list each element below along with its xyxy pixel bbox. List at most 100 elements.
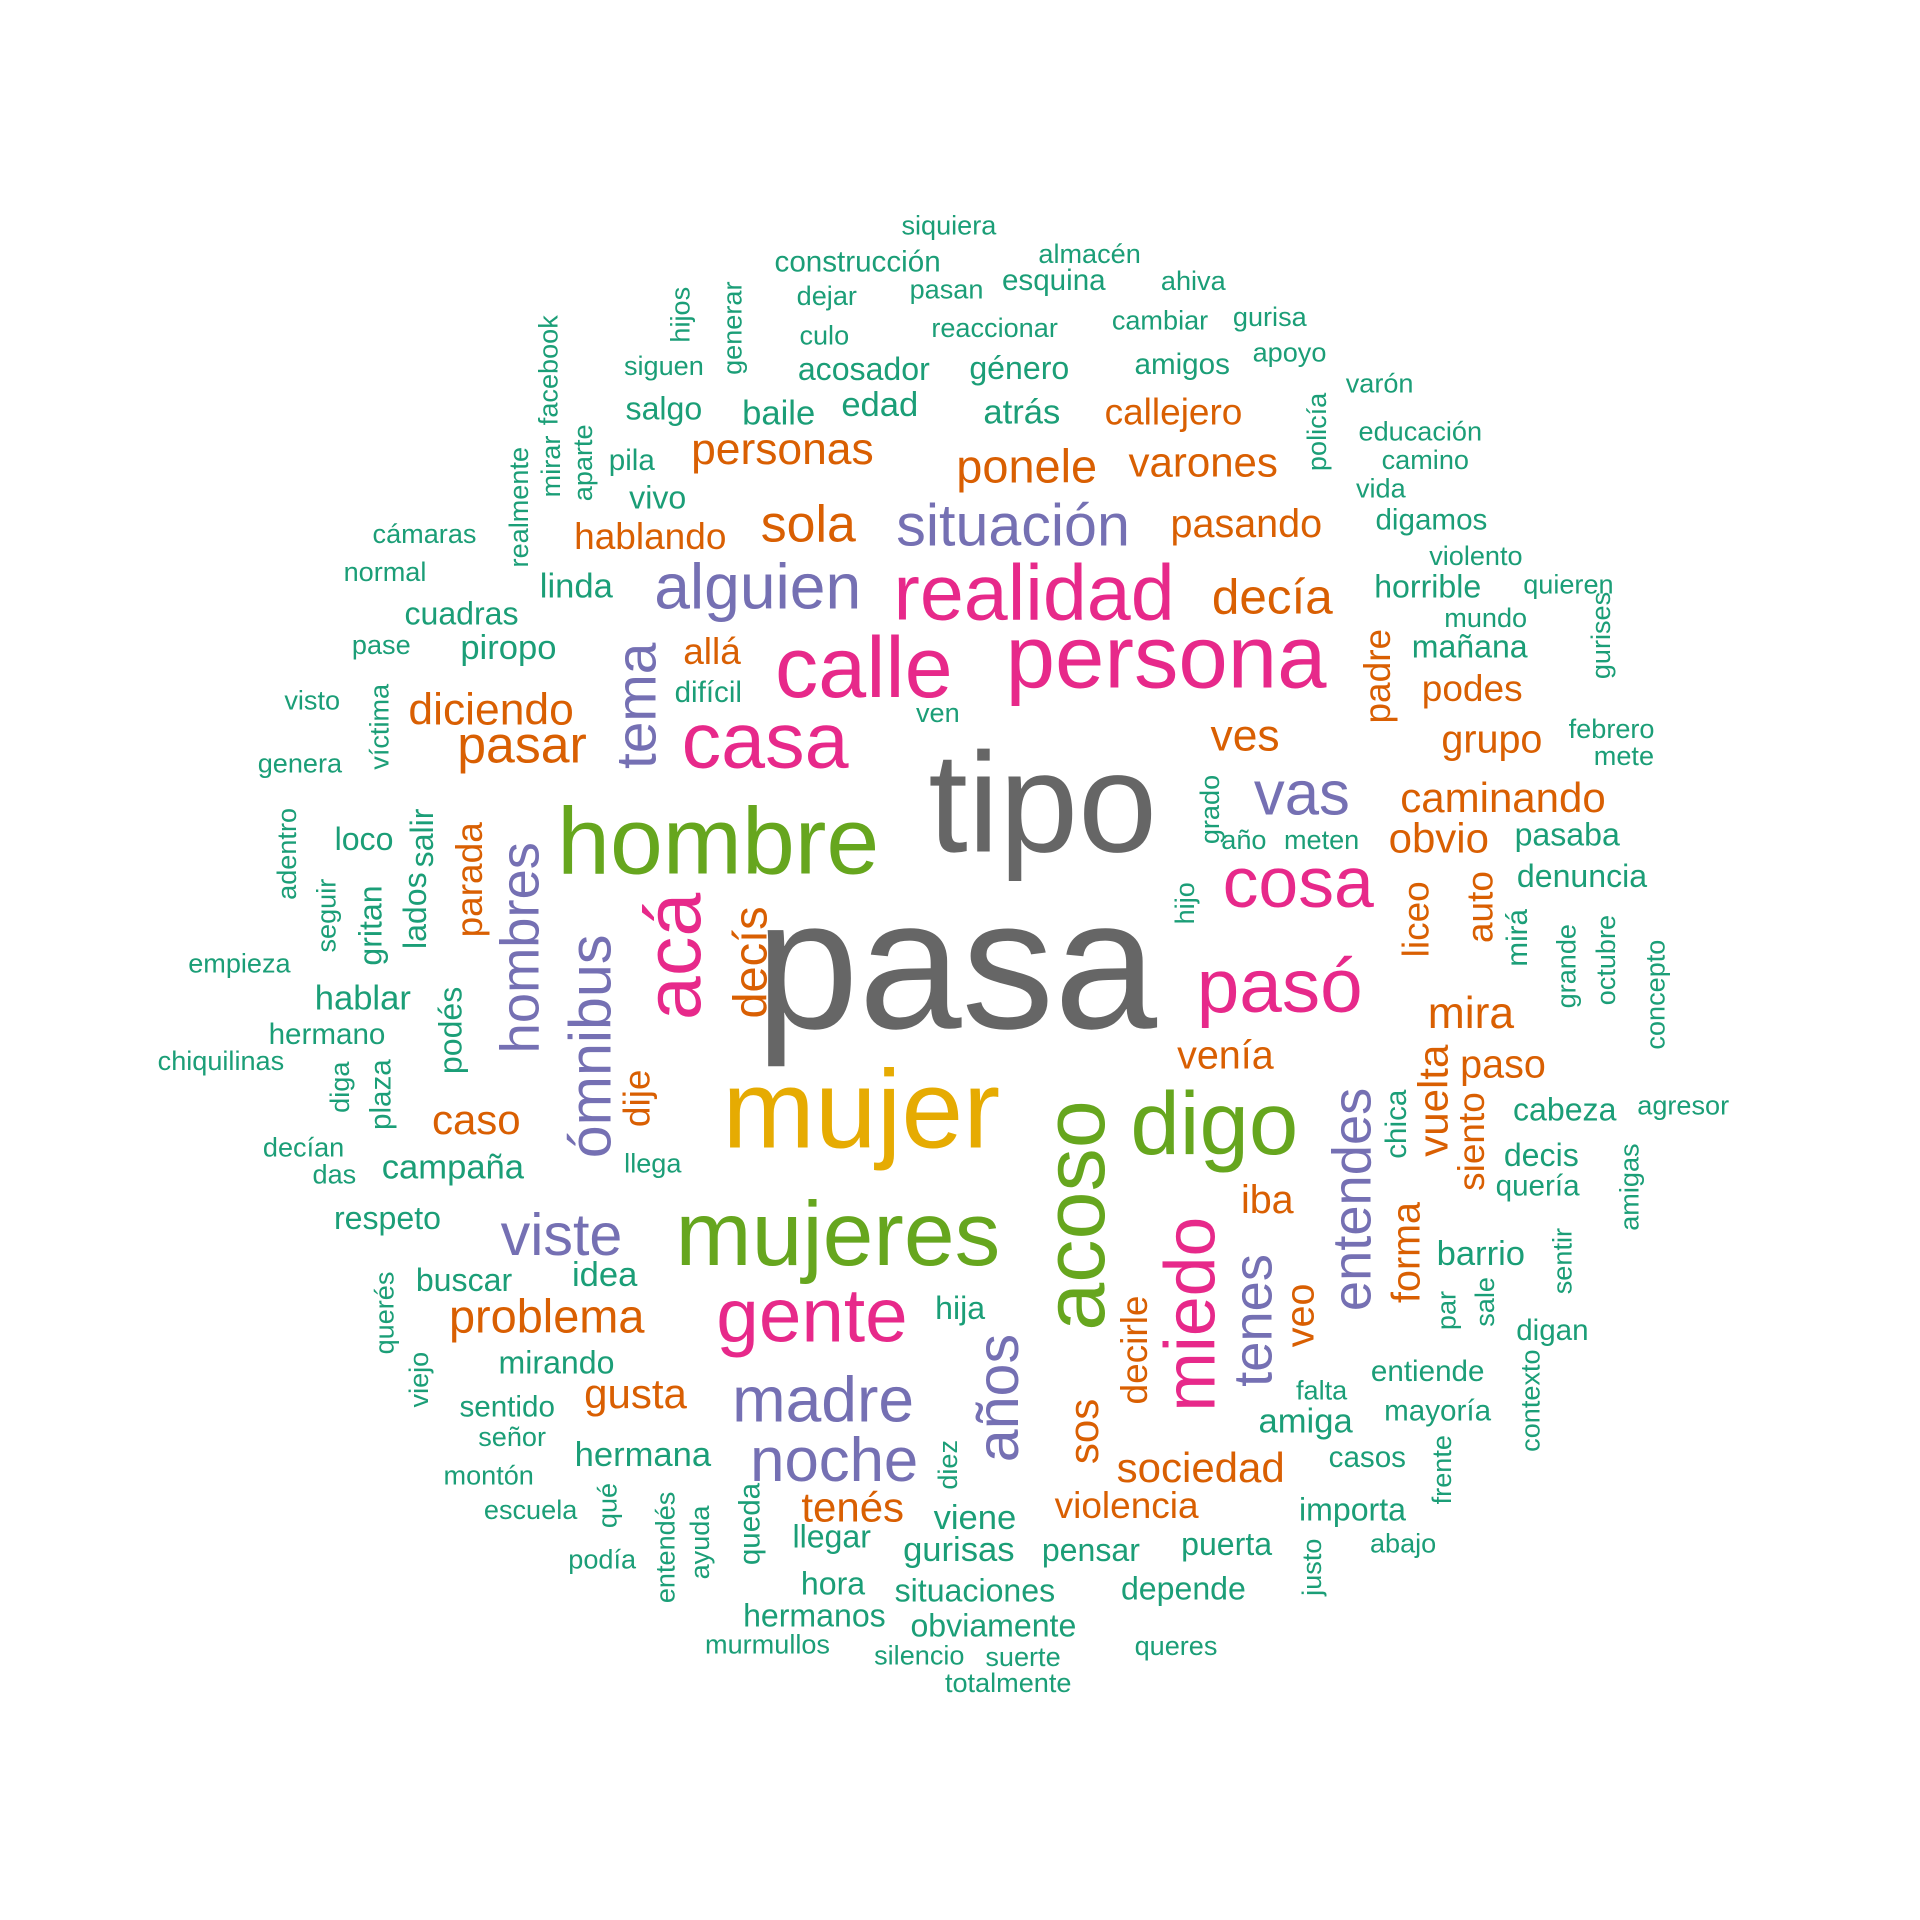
word-hablar: hablar bbox=[315, 979, 411, 1017]
word-amigas: amigas bbox=[1613, 1143, 1644, 1230]
word-parada: parada bbox=[449, 822, 490, 938]
word-obvio: obvio bbox=[1389, 815, 1489, 862]
word-depende: depende bbox=[1121, 1570, 1246, 1606]
word-pasar: pasar bbox=[457, 716, 587, 774]
word-diciendo: diciendo bbox=[408, 685, 573, 734]
word-mirá: mirá bbox=[1501, 908, 1534, 966]
word-vida: vida bbox=[1356, 472, 1407, 503]
word-queda: queda bbox=[733, 1482, 766, 1565]
word-allá: allá bbox=[683, 631, 741, 672]
word-años: años bbox=[964, 1334, 1031, 1462]
word-mirando: mirando bbox=[499, 1344, 615, 1380]
word-situaciones: situaciones bbox=[895, 1573, 1056, 1609]
word-acá: acá bbox=[628, 893, 717, 1020]
word-atrás: atrás bbox=[983, 393, 1060, 431]
word-pasando: pasando bbox=[1171, 502, 1323, 546]
word-sale: sale bbox=[1469, 1277, 1500, 1327]
word-ves: ves bbox=[1211, 711, 1280, 760]
word-persona: persona bbox=[1006, 607, 1328, 706]
word-denuncia: denuncia bbox=[1517, 858, 1647, 894]
word-edad: edad bbox=[841, 386, 918, 424]
word-gurisas: gurisas bbox=[903, 1531, 1014, 1569]
word-mujer: mujer bbox=[722, 1047, 1000, 1172]
word-empieza: empieza bbox=[188, 947, 291, 978]
word-culo: culo bbox=[799, 319, 849, 350]
word-decían: decían bbox=[263, 1131, 344, 1162]
word-año: año bbox=[1221, 824, 1266, 855]
word-reaccionar: reaccionar bbox=[931, 312, 1058, 343]
word-adentro: adentro bbox=[271, 808, 302, 900]
word-generar: generar bbox=[716, 282, 747, 375]
word-obviamente: obviamente bbox=[910, 1607, 1076, 1643]
word-hermano: hermano bbox=[269, 1018, 386, 1051]
word-linda: linda bbox=[540, 567, 614, 605]
word-diez: diez bbox=[932, 1440, 963, 1490]
word-buscar: buscar bbox=[416, 1262, 513, 1298]
word-mujeres: mujeres bbox=[676, 1183, 1001, 1285]
word-mete: mete bbox=[1594, 740, 1654, 771]
word-aparte: aparte bbox=[567, 424, 598, 501]
word-callejero: callejero bbox=[1105, 392, 1243, 433]
word-pasan: pasan bbox=[910, 274, 984, 305]
word-qué: qué bbox=[592, 1483, 623, 1528]
word-vuelta: vuelta bbox=[1409, 1044, 1456, 1157]
word-paso: paso bbox=[1460, 1042, 1546, 1086]
word-grado: grado bbox=[1194, 775, 1225, 844]
word-sentido: sentido bbox=[459, 1391, 554, 1424]
word-concepto: concepto bbox=[1639, 940, 1670, 1050]
word-problema: problema bbox=[449, 1291, 645, 1343]
word-amiga: amiga bbox=[1259, 1403, 1354, 1441]
word-pasa: pasa bbox=[756, 861, 1157, 1068]
word-policía: policía bbox=[1301, 392, 1332, 471]
word-varones: varones bbox=[1128, 438, 1277, 485]
word-hombres: hombres bbox=[490, 842, 551, 1053]
word-viejo: viejo bbox=[403, 1352, 434, 1408]
word-loco: loco bbox=[335, 821, 394, 857]
word-veo: veo bbox=[1278, 1284, 1322, 1348]
word-tema: tema bbox=[605, 642, 668, 769]
word-situación: situación bbox=[896, 491, 1130, 558]
word-gurises: gurises bbox=[1585, 592, 1616, 679]
word-realidad: realidad bbox=[894, 548, 1175, 637]
word-entendés: entendés bbox=[650, 1492, 681, 1603]
word-febrero: febrero bbox=[1569, 713, 1655, 744]
word-decis: decis bbox=[1504, 1137, 1579, 1173]
word-digo: digo bbox=[1130, 1074, 1298, 1173]
word-hija: hija bbox=[935, 1290, 985, 1326]
word-falta: falta bbox=[1296, 1374, 1348, 1405]
word-forma: forma bbox=[1384, 1202, 1428, 1303]
word-pase: pase bbox=[352, 629, 411, 660]
word-horrible: horrible bbox=[1374, 568, 1481, 604]
word-camino: camino bbox=[1382, 444, 1469, 475]
word-decirle: decirle bbox=[1114, 1296, 1155, 1405]
word-justo: justo bbox=[1296, 1539, 1327, 1597]
word-venía: venía bbox=[1177, 1034, 1274, 1078]
word-ahiva: ahiva bbox=[1161, 265, 1227, 296]
word-entiende: entiende bbox=[1371, 1355, 1485, 1388]
word-salir: salir bbox=[404, 808, 440, 867]
word-siguen: siguen bbox=[624, 350, 704, 381]
word-genera: genera bbox=[258, 748, 343, 779]
word-abajo: abajo bbox=[1370, 1527, 1436, 1558]
word-siento: siento bbox=[1451, 1092, 1492, 1191]
word-entendes: entendes bbox=[1321, 1088, 1382, 1311]
word-barrio: barrio bbox=[1437, 1235, 1525, 1273]
word-murmullos: murmullos bbox=[705, 1629, 830, 1660]
word-violencia: violencia bbox=[1055, 1485, 1199, 1526]
word-montón: montón bbox=[444, 1460, 534, 1491]
word-cosa: cosa bbox=[1223, 843, 1374, 923]
word-mundo: mundo bbox=[1444, 602, 1527, 633]
word-acoso: acoso bbox=[1027, 1100, 1123, 1331]
word-apoyo: apoyo bbox=[1253, 337, 1327, 368]
word-digan: digan bbox=[1516, 1314, 1588, 1347]
word-víctima: víctima bbox=[363, 683, 394, 770]
word-dejar: dejar bbox=[797, 280, 857, 311]
word-construcción: construcción bbox=[775, 246, 941, 279]
word-iba: iba bbox=[1241, 1178, 1294, 1222]
word-puerta: puerta bbox=[1181, 1526, 1272, 1562]
word-casos: casos bbox=[1329, 1441, 1406, 1474]
word-violento: violento bbox=[1429, 540, 1522, 571]
word-caso: caso bbox=[432, 1096, 521, 1143]
word-gusta: gusta bbox=[584, 1370, 687, 1417]
